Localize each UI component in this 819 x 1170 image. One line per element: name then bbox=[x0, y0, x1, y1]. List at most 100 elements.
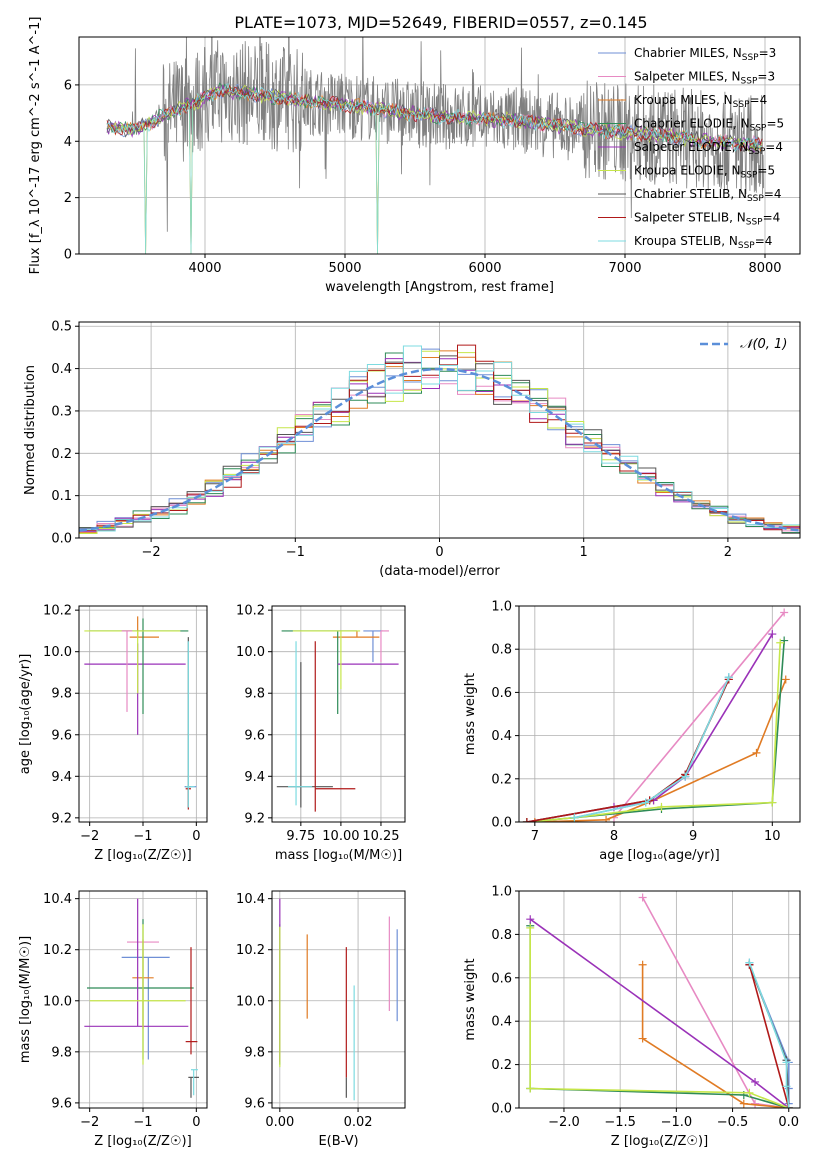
series-line bbox=[574, 676, 730, 819]
x-tick-label: 6000 bbox=[468, 261, 501, 276]
axes-frame bbox=[271, 605, 406, 823]
y-tick-label: 0.4 bbox=[51, 362, 72, 377]
y-tick-label: 0 bbox=[64, 248, 72, 263]
y-tick-label: 0.6 bbox=[491, 971, 512, 986]
x-tick-label: 1 bbox=[580, 545, 588, 560]
x-tick-label: 0.0 bbox=[778, 1115, 799, 1130]
y-axis-label: mass weight bbox=[463, 673, 478, 755]
x-tick-label: 2 bbox=[724, 545, 732, 560]
data-point-marker bbox=[745, 1088, 754, 1097]
x-axis-label: mass [log₁₀(M/M☉)] bbox=[275, 848, 402, 863]
series-line bbox=[526, 640, 785, 822]
point-kroupa-elodie bbox=[84, 630, 181, 694]
y-tick-label: 0.5 bbox=[51, 320, 72, 335]
point-chabrier-elodie bbox=[87, 919, 194, 1060]
x-tick-label: 0 bbox=[192, 1115, 200, 1130]
legend-entry: Chabrier ELODIE, NSSP=5 bbox=[634, 117, 784, 134]
legend-entry: Kroupa ELODIE, NSSP=5 bbox=[634, 164, 775, 181]
y-tick-label: 0.2 bbox=[491, 772, 512, 787]
x-tick-label: 7000 bbox=[608, 261, 641, 276]
y-tick-label: 10.2 bbox=[236, 604, 265, 619]
x-tick-label: −2 bbox=[142, 545, 161, 560]
figure-title: PLATE=1073, MJD=52649, FIBERID=0557, z=0… bbox=[234, 13, 647, 32]
point-chabrier-elodie bbox=[89, 618, 189, 714]
legend-entry: Salpeter STELIB, NSSP=4 bbox=[634, 211, 780, 228]
point-chabrier-miles bbox=[363, 630, 383, 663]
series-kroupa-stelib bbox=[570, 673, 733, 822]
series-line bbox=[526, 642, 781, 822]
legend-entry: Salpeter MILES, NSSP=3 bbox=[634, 70, 775, 87]
point-salpeter-stelib bbox=[185, 947, 198, 1055]
y-tick-label: 9.8 bbox=[244, 687, 265, 702]
panel-mass-vs-ebv: 0.00 0.02 9.6 9.8 10.0 10.2 10.4 E(B-V) bbox=[236, 890, 406, 1149]
data-point-marker bbox=[641, 798, 650, 807]
data-point-marker bbox=[681, 772, 690, 781]
y-tick-label: 9.6 bbox=[51, 728, 72, 743]
series-line bbox=[529, 927, 790, 1108]
y-tick-label: 0.8 bbox=[491, 643, 512, 658]
series-salpeter-miles bbox=[638, 893, 793, 1108]
x-tick-label: 9.75 bbox=[286, 829, 315, 844]
x-tick-label: 0.00 bbox=[265, 1115, 294, 1130]
x-tick-label: 9 bbox=[689, 829, 697, 844]
plot-area-weight-vs-Z bbox=[526, 893, 793, 1108]
panel-residuals: −2 −1 0 1 2 0.0 0.1 0.2 0.3 0.4 0.5 (data-model)/er… bbox=[23, 320, 801, 579]
panel-weight-vs-age: 7 8 9 10 0.0 0.2 0.4 0.6 0.8 1.0 age [log₁₀(age/yr… bbox=[463, 600, 801, 863]
y-tick-label: 0.0 bbox=[51, 532, 72, 547]
normal-reference-curve bbox=[79, 367, 800, 532]
model-spectrum-kroupa-stelib bbox=[106, 83, 763, 254]
y-tick-label: 0.0 bbox=[491, 1102, 512, 1117]
y-tick-label: 9.2 bbox=[51, 811, 72, 826]
plot-area-mass-vs-ebv bbox=[279, 898, 398, 1101]
y-tick-label: 9.6 bbox=[244, 728, 265, 743]
series-salpeter-stelib bbox=[745, 960, 793, 1108]
x-tick-label: 0.02 bbox=[344, 1115, 373, 1130]
observed-spectrum bbox=[106, 37, 764, 232]
x-tick-label: 0 bbox=[192, 829, 200, 844]
y-tick-label: 0.8 bbox=[491, 928, 512, 943]
y-tick-label: 9.6 bbox=[51, 1096, 72, 1111]
data-point-marker bbox=[782, 1082, 791, 1091]
y-tick-label: 0.3 bbox=[51, 404, 72, 419]
legend-entry: Kroupa STELIB, NSSP=4 bbox=[634, 234, 772, 251]
series-line bbox=[748, 962, 790, 1108]
data-point-marker bbox=[780, 608, 789, 617]
plot-area-age-vs-Z bbox=[84, 616, 197, 810]
x-tick-label: −1.5 bbox=[604, 1115, 636, 1130]
data-point-marker bbox=[751, 1077, 760, 1086]
y-tick-label: 0.4 bbox=[491, 1015, 512, 1030]
y-tick-label: 0.2 bbox=[51, 447, 72, 462]
series-chabrier-elodie bbox=[526, 921, 793, 1108]
x-tick-label: −1.0 bbox=[661, 1115, 693, 1130]
point-salpeter-elodie bbox=[84, 643, 186, 735]
series-chabrier-elodie bbox=[522, 636, 789, 822]
y-axis-label: mass weight bbox=[463, 958, 478, 1040]
y-tick-label: 1.0 bbox=[491, 600, 512, 615]
x-tick-label: −1 bbox=[286, 545, 305, 560]
y-tick-label: 4 bbox=[64, 135, 72, 150]
x-tick-label: 8 bbox=[610, 829, 618, 844]
data-point-marker bbox=[602, 815, 611, 822]
y-axis-label: Normed distribution bbox=[23, 365, 38, 495]
series-line bbox=[534, 679, 787, 822]
x-axis-label: Z [log₁₀(Z/Z☉)] bbox=[611, 1134, 708, 1149]
series-line bbox=[613, 611, 785, 819]
x-tick-label: 0 bbox=[435, 545, 443, 560]
y-tick-label: 9.4 bbox=[51, 770, 72, 785]
x-axis-label: wavelength [Angstrom, rest frame] bbox=[325, 280, 554, 295]
x-tick-label: −1 bbox=[133, 1115, 152, 1130]
x-axis-label: Z [log₁₀(Z/Z☉)] bbox=[94, 1134, 191, 1149]
panel-mass-vs-Z: −2 −1 0 9.6 9.8 10.0 10.2 10.4 Z [log₁₀(Z/Z☉)] ma… bbox=[18, 890, 208, 1149]
y-tick-label: 10.4 bbox=[236, 892, 265, 907]
y-tick-label: 10.0 bbox=[43, 994, 72, 1009]
x-tick-label: 5000 bbox=[328, 261, 361, 276]
data-point-marker bbox=[781, 675, 790, 684]
x-tick-label: −2 bbox=[80, 829, 99, 844]
y-tick-label: 0.0 bbox=[491, 816, 512, 831]
model-spectrum-salpeter-stelib bbox=[106, 84, 763, 152]
point-kroupa-stelib bbox=[191, 1069, 198, 1096]
data-point-marker bbox=[638, 960, 647, 969]
x-tick-label: 4000 bbox=[188, 261, 221, 276]
plot-area-spectrum bbox=[106, 37, 764, 254]
data-point-marker bbox=[776, 638, 785, 647]
